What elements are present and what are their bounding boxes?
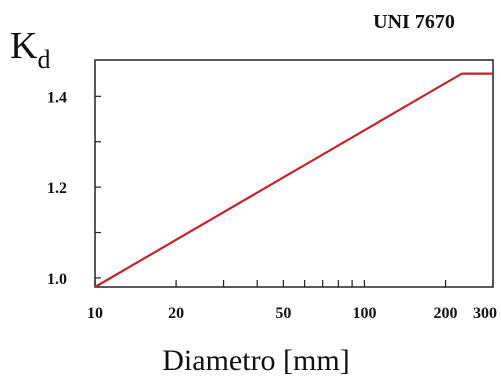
x-axis-ticks: 10 20 50 100 200 300 [87,280,497,322]
x-tick-label: 100 [352,305,376,322]
y-axis-label-main: K [10,25,38,67]
series-line [94,72,493,288]
x-tick-label: 50 [275,305,291,322]
x-tick-label: 300 [473,305,497,322]
y-axis-label-subscript: d [37,45,50,74]
series-layer [94,72,493,288]
x-axis-label: Diametro [mm] [162,344,349,377]
y-tick-label: 1.2 [47,180,67,197]
y-tick-label: 1.0 [47,271,67,288]
x-tick-label: 10 [87,305,103,322]
y-axis-ticks: 1.0 1.2 1.4 [47,89,101,288]
y-tick-label: 1.4 [47,89,67,106]
x-tick-label: 20 [168,305,184,322]
x-tick-label: 200 [434,305,458,322]
plot-frame [94,59,494,288]
y-axis-label: Kd [10,25,50,74]
chart-title: UNI 7670 [373,11,455,33]
